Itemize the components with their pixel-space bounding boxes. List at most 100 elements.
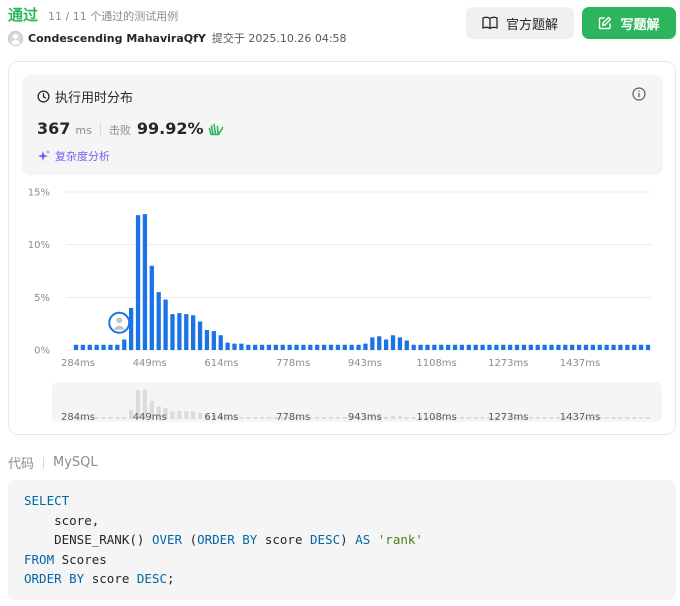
chart-bar [73,344,79,350]
mini-bar [425,417,430,419]
chart-bar [549,344,554,350]
mini-bar [170,411,175,419]
official-solution-label: 官方题解 [505,17,558,33]
chart-bar [590,344,596,350]
mini-bar [149,400,154,419]
slider-tick-label: 1273ms [488,412,528,423]
x-tick-label: 614ms [204,358,238,369]
mini-bar [604,417,609,419]
chart-bar [452,344,458,350]
mini-bar [197,412,203,419]
chart-bar [418,344,423,350]
chart-bar [397,337,403,350]
mini-bar [618,417,623,419]
x-tick-label: 284ms [61,358,95,369]
chart-bar [363,343,368,350]
chart-bar [556,344,561,350]
status-title: 通过 [8,6,39,24]
mini-bar [184,411,189,419]
mini-bar [514,417,520,419]
avatar[interactable] [8,30,23,46]
slider-tick-label: 943ms [348,412,382,423]
avatar [116,317,123,324]
x-tick-label: 1437ms [560,358,600,369]
chart-bar [494,344,499,350]
mini-bar [645,417,651,419]
mini-bar [232,417,237,419]
slider-tick-label: 778ms [276,412,310,423]
x-tick-label: 943ms [348,358,382,369]
divider [99,122,101,135]
chart-bar [521,344,527,350]
mini-bar [128,409,134,419]
mini-bar [363,417,368,419]
runtime-title-text: 执行用时分布 [55,91,134,106]
chart-bar [514,344,520,350]
mini-bar [570,417,575,419]
runtime-value: 367 [37,119,71,138]
chart-bar [349,344,354,350]
mini-bar [583,417,589,419]
chart-bar [597,344,602,350]
chart-bar [239,343,244,350]
x-tick-label: 1108ms [416,358,456,369]
mini-bar [597,417,602,419]
chart-bar [308,344,313,350]
mini-bar [528,417,533,419]
chart-bar [446,344,451,350]
chart-bar [149,265,154,350]
chart-bar [563,344,568,350]
divider [43,456,45,469]
code-block[interactable]: SELECT score, DENSE_RANK() OVER (ORDER B… [8,480,676,600]
mini-bar [625,417,630,419]
mini-bar [487,417,492,419]
runtime-summary: 执行用时分布 367 ms 击败 99.92% 复杂度分析 [22,75,663,175]
chart-bar [328,344,334,350]
chart-bar [101,344,106,350]
chart-bar [625,344,630,350]
chart-bar [487,344,492,350]
mini-bar [315,417,320,419]
mini-bar [480,417,485,419]
runtime-metrics: 367 ms 击败 99.92% [37,119,224,138]
mini-bar [349,417,354,419]
chart-bar [425,344,430,350]
y-tick-label: 5% [34,293,50,304]
complexity-analysis-link[interactable]: 复杂度分析 [37,148,110,164]
chart-bar [377,336,382,350]
write-solution-button[interactable]: 写题解 [582,7,676,39]
info-icon[interactable] [632,87,646,101]
official-solution-button[interactable]: 官方题解 [466,7,574,39]
user-name[interactable]: Condescending MahaviraQfY [28,31,206,45]
chart-bar [432,344,437,350]
chart-bar [404,340,409,350]
chart-bar [604,344,609,350]
mini-bar [142,389,148,419]
runtime-title: 执行用时分布 [37,87,133,106]
mini-bar [576,417,582,419]
x-tick-label: 778ms [276,358,310,369]
write-solution-label: 写题解 [620,17,660,33]
mini-bar [404,416,409,419]
chart-bar [542,344,547,350]
mini-bar [459,417,465,419]
mini-bar [266,417,272,419]
chart-bar [570,344,575,350]
chart-bar [383,339,389,350]
chart-bar [273,344,278,350]
chart-bar [184,314,189,350]
mini-bar [73,417,79,419]
chart-bar [197,321,203,350]
mini-bar [356,417,361,419]
mini-bar [494,417,499,419]
mini-bar [94,417,99,419]
mini-bar [253,417,258,419]
mini-bar [308,417,313,419]
mini-bar [280,417,285,419]
mini-bar [549,417,554,419]
chart-bar [390,335,396,350]
code-label: 代码 [8,457,35,472]
clapping-hands-icon [208,123,223,135]
chart-bar [632,344,637,350]
chart-bar [87,344,92,350]
